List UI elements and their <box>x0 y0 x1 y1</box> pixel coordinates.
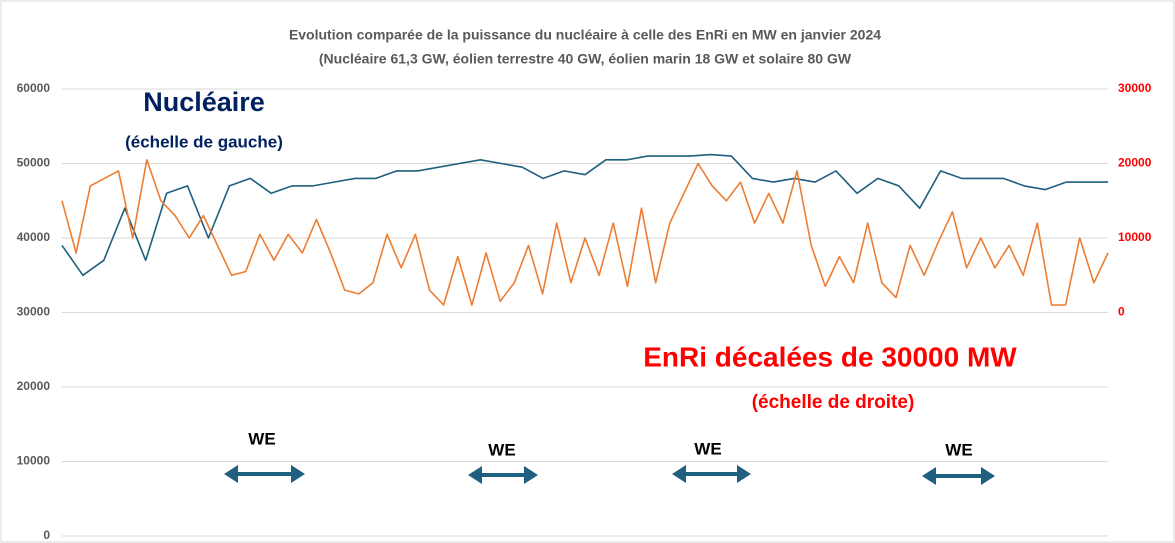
y2-tick-label: 20000 <box>1118 156 1152 170</box>
y-tick-label: 40000 <box>17 230 51 244</box>
y-tick-label: 50000 <box>17 156 51 170</box>
annotation: WE <box>248 429 275 448</box>
y-tick-label: 20000 <box>17 379 51 393</box>
y2-tick-label: 10000 <box>1118 230 1152 244</box>
annotation: WE <box>694 439 721 458</box>
annotation: EnRi décalées de 30000 MW <box>643 341 1017 372</box>
annotation: (échelle de gauche) <box>125 132 283 151</box>
series-line <box>61 159 1109 306</box>
y-tick-label: 60000 <box>17 81 51 95</box>
y-tick-label: 30000 <box>17 305 51 319</box>
annotation: (échelle de droite) <box>752 392 915 413</box>
y2-tick-label: 30000 <box>1118 81 1152 95</box>
y-tick-label: 0 <box>43 528 50 542</box>
annotation: Nucléaire <box>143 87 265 117</box>
y2-tick-label: 0 <box>1118 305 1125 319</box>
we-arrows <box>224 465 995 485</box>
chart-title: Evolution comparée de la puissance du nu… <box>289 27 881 43</box>
y-tick-label: 10000 <box>17 454 51 468</box>
series-line <box>61 153 1108 277</box>
annotation: WE <box>488 440 515 459</box>
annotation: WE <box>945 440 972 459</box>
chart-subtitle: (Nucléaire 61,3 GW, éolien terrestre 40 … <box>319 51 852 67</box>
